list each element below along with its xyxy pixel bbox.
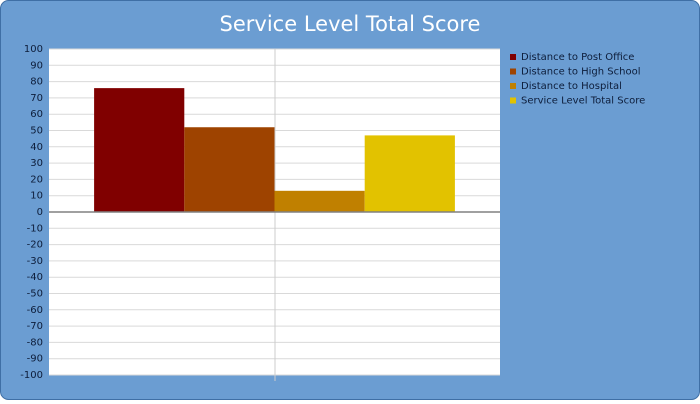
legend: Distance to Post Office Distance to High … <box>510 52 645 107</box>
y-tick-label: -100 <box>20 370 43 381</box>
legend-swatch <box>510 83 516 89</box>
y-tick-label: 90 <box>30 60 43 71</box>
legend-label: Distance to Hospital <box>521 81 622 92</box>
y-tick-label: -80 <box>27 337 43 348</box>
y-tick-label: 80 <box>30 77 43 88</box>
y-tick-label: 30 <box>30 158 43 169</box>
bar <box>274 190 365 212</box>
y-tick-label: -10 <box>27 223 43 234</box>
y-tick-label: -30 <box>27 256 43 267</box>
bar <box>364 135 455 212</box>
legend-label: Distance to High School <box>521 67 640 78</box>
chart-title: Service Level Total Score <box>220 12 481 36</box>
legend-label: Distance to Post Office <box>521 52 634 63</box>
y-tick-label: 70 <box>30 93 43 104</box>
y-tick-label: 40 <box>30 142 43 153</box>
y-tick-label: 60 <box>30 109 43 120</box>
legend-swatch <box>510 97 516 104</box>
y-tick-label: -70 <box>27 321 43 332</box>
y-tick-label: 50 <box>30 126 43 137</box>
bar <box>94 88 185 212</box>
y-tick-label: -90 <box>27 354 43 365</box>
y-tick-label: -50 <box>27 289 43 300</box>
legend-swatch <box>510 68 516 75</box>
y-tick-label: 20 <box>30 174 43 185</box>
legend-label: Service Level Total Score <box>521 96 645 107</box>
bars <box>94 88 455 212</box>
y-tick-label: -20 <box>27 240 43 251</box>
y-tick-label: 100 <box>24 44 43 55</box>
legend-swatch <box>510 54 516 60</box>
y-tick-label: -60 <box>27 305 43 316</box>
y-tick-label: 0 <box>37 207 43 218</box>
y-tick-label: 10 <box>30 191 43 202</box>
bar <box>184 127 275 212</box>
y-tick-label: -40 <box>27 272 43 283</box>
